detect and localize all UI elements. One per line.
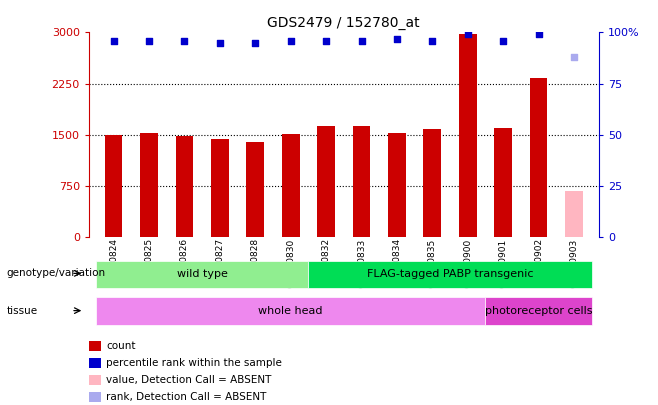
Bar <box>353 126 370 237</box>
Bar <box>494 128 512 237</box>
Bar <box>105 134 122 237</box>
Bar <box>565 191 583 237</box>
Title: GDS2479 / 152780_at: GDS2479 / 152780_at <box>268 16 420 30</box>
Point <box>392 35 402 42</box>
Point <box>250 39 261 46</box>
Text: genotype/variation: genotype/variation <box>7 269 106 278</box>
Point <box>498 37 509 44</box>
Point <box>143 37 154 44</box>
Bar <box>96 297 486 324</box>
Point <box>534 31 544 38</box>
Bar <box>424 128 442 237</box>
Bar <box>309 261 592 288</box>
Bar <box>486 297 592 324</box>
Text: tissue: tissue <box>7 306 38 315</box>
Point <box>215 39 225 46</box>
Point <box>179 37 190 44</box>
Bar <box>140 132 158 237</box>
Text: rank, Detection Call = ABSENT: rank, Detection Call = ABSENT <box>106 392 266 402</box>
Text: value, Detection Call = ABSENT: value, Detection Call = ABSENT <box>106 375 271 385</box>
Text: wild type: wild type <box>177 269 228 279</box>
Text: percentile rank within the sample: percentile rank within the sample <box>106 358 282 368</box>
Bar <box>246 142 264 237</box>
Bar <box>459 34 476 237</box>
Bar <box>176 136 193 237</box>
Point <box>286 37 296 44</box>
Text: count: count <box>106 341 136 351</box>
Point <box>463 31 473 38</box>
Bar <box>282 134 299 237</box>
Bar <box>211 139 229 237</box>
Bar <box>388 133 406 237</box>
Point <box>321 37 332 44</box>
Text: photoreceptor cells: photoreceptor cells <box>485 306 592 316</box>
Point <box>569 54 579 60</box>
Point <box>356 37 367 44</box>
Text: FLAG-tagged PABP transgenic: FLAG-tagged PABP transgenic <box>367 269 533 279</box>
Bar <box>530 78 547 237</box>
Text: whole head: whole head <box>259 306 323 316</box>
Point <box>427 37 438 44</box>
Bar <box>317 126 335 237</box>
Point <box>109 37 119 44</box>
Bar <box>96 261 309 288</box>
